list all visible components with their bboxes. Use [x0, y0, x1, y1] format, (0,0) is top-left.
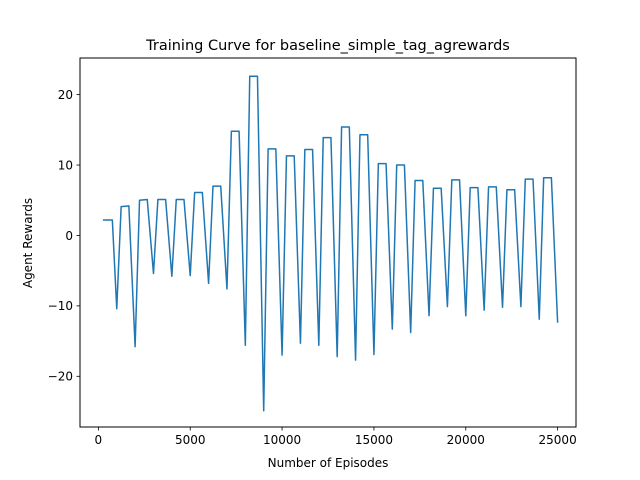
plot-frame [79, 57, 577, 428]
x-tick-label: 10000 [263, 433, 301, 447]
y-tick-label: 20 [58, 88, 73, 102]
y-tick-label: −10 [48, 299, 73, 313]
x-tick-label: 0 [95, 433, 103, 447]
y-tick-label: −20 [48, 370, 73, 384]
y-tick-label: 10 [58, 158, 73, 172]
y-tick-label: 0 [65, 229, 73, 243]
plot-area [102, 75, 559, 412]
x-axis-label: Number of Episodes [268, 456, 389, 470]
y-axis: −20 −10 0 10 20 [48, 88, 80, 384]
x-tick-label: 5000 [175, 433, 206, 447]
x-axis: 0 5000 10000 15000 20000 25000 [95, 427, 577, 447]
x-tick-label: 20000 [447, 433, 485, 447]
chart-title: Training Curve for baseline_simple_tag_a… [145, 38, 510, 54]
series-line-0 [102, 75, 559, 412]
x-tick-label: 15000 [355, 433, 393, 447]
x-tick-label: 25000 [539, 433, 577, 447]
y-axis-label: Agent Rewards [21, 198, 35, 288]
